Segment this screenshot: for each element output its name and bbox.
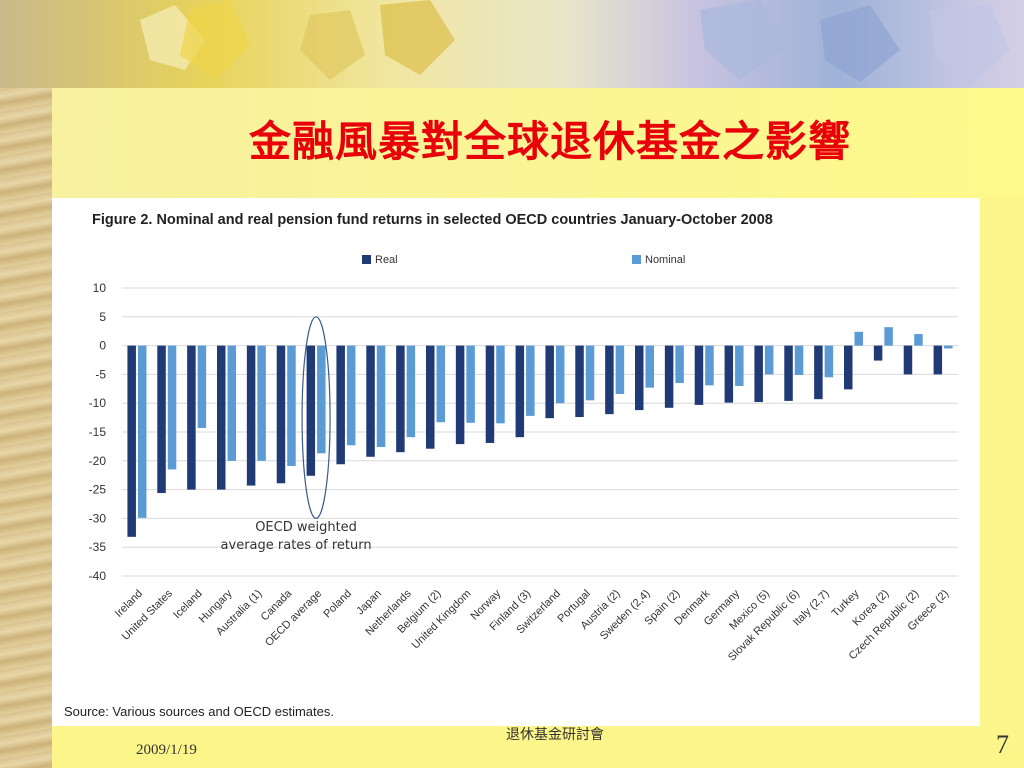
bar-real xyxy=(246,345,256,486)
oecd-annotation-text: OECD weighted xyxy=(255,520,357,535)
bar-nominal xyxy=(526,345,535,416)
bar-real xyxy=(426,345,435,449)
bar-real xyxy=(276,345,286,484)
bar-real xyxy=(814,345,823,400)
x-category-label: Poland xyxy=(321,588,354,621)
bar-nominal xyxy=(824,345,834,378)
y-tick-label: -25 xyxy=(89,483,107,497)
bar-nominal xyxy=(705,345,714,386)
y-tick-label: -30 xyxy=(89,511,107,525)
bar-nominal xyxy=(376,345,386,447)
bar-real xyxy=(903,345,913,375)
bar-nominal xyxy=(555,345,565,404)
bar-real xyxy=(575,345,584,418)
bar-real xyxy=(635,345,644,411)
bar-nominal xyxy=(346,345,356,446)
bar-nominal xyxy=(406,345,416,438)
bar-real xyxy=(306,345,316,476)
bar-real xyxy=(754,345,763,403)
bar-nominal xyxy=(317,345,326,454)
chart-panel: 10 5 0 -5 -10 -15 -20 -25 -30 -35 -40 Real Nominal Ir… xyxy=(52,198,980,726)
bar-real xyxy=(127,345,136,537)
bar-real xyxy=(396,345,405,453)
oecd-annotation-text: average rates of return xyxy=(221,538,372,553)
oecd-average-highlight-ellipse xyxy=(301,316,331,520)
y-tick-label: -20 xyxy=(89,454,107,468)
page-number: 7 xyxy=(996,730,1009,759)
bar-nominal xyxy=(137,345,147,518)
legend-swatch-real xyxy=(362,255,371,264)
footer-date: 2009/1/19 xyxy=(136,742,197,758)
bar-real xyxy=(455,345,465,445)
footer-center-text: 退休基金研討會 xyxy=(506,727,604,743)
left-texture-border xyxy=(0,0,52,768)
title-strip xyxy=(52,88,1024,198)
bar-nominal xyxy=(257,345,266,461)
bar-nominal xyxy=(227,345,236,461)
y-tick-label: -10 xyxy=(89,396,107,410)
y-tick-label: -35 xyxy=(89,540,107,554)
y-tick-label: -5 xyxy=(95,367,106,381)
bar-real xyxy=(485,345,495,443)
bar-real xyxy=(873,345,883,361)
bar-real xyxy=(844,345,853,390)
bar-real xyxy=(933,345,943,375)
bar-nominal xyxy=(436,345,445,423)
bar-real xyxy=(694,345,704,405)
y-tick-label: -40 xyxy=(89,569,107,583)
y-tick-label: 5 xyxy=(99,310,106,324)
bar-nominal xyxy=(884,327,893,346)
bar-nominal xyxy=(197,345,207,428)
decorative-banner xyxy=(0,0,1024,88)
bar-nominal xyxy=(914,334,923,346)
bar-nominal xyxy=(735,345,744,386)
bar-real xyxy=(784,345,793,401)
bar-real xyxy=(724,345,734,403)
bar-nominal xyxy=(764,345,774,375)
bar-nominal xyxy=(645,345,654,388)
bar-real xyxy=(515,345,525,438)
banner-leaf-art xyxy=(140,0,1010,85)
bar-real xyxy=(366,345,375,457)
bar-real xyxy=(217,345,226,490)
legend-label-nominal: Nominal xyxy=(645,254,685,266)
legend-label-real: Real xyxy=(375,254,398,266)
legend-swatch-nominal xyxy=(632,255,641,264)
bar-nominal xyxy=(854,331,863,346)
bar-nominal xyxy=(466,345,475,423)
bar-real xyxy=(157,345,166,494)
y-tick-label: -15 xyxy=(89,425,107,439)
bar-nominal xyxy=(287,345,296,466)
bar-real xyxy=(605,345,614,415)
bar-nominal xyxy=(167,345,177,470)
bar-nominal xyxy=(496,345,505,424)
bar-nominal xyxy=(794,345,804,375)
bar-nominal xyxy=(675,345,684,384)
y-tick-label: 10 xyxy=(93,281,107,295)
bar-real xyxy=(187,345,196,490)
bar-real xyxy=(545,345,554,419)
bar-real xyxy=(336,345,345,465)
slide-title: 金融風暴對全球退休基金之影響 xyxy=(248,117,851,166)
y-tick-label: 0 xyxy=(99,339,106,353)
bar-nominal xyxy=(944,345,953,349)
chart-title: Figure 2. Nominal and real pension fund … xyxy=(92,212,773,228)
bar-nominal xyxy=(615,345,625,394)
bar-nominal xyxy=(585,345,595,401)
bar-real xyxy=(664,345,674,408)
chart-source-note: Source: Various sources and OECD estimat… xyxy=(64,704,334,719)
